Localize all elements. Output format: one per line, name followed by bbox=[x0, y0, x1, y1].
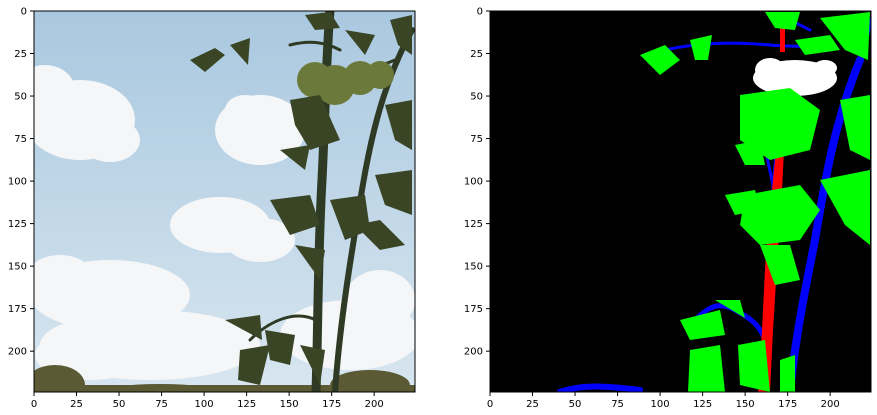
segmentation-mask-y-tick-label: 25 bbox=[470, 49, 483, 60]
mask-fruit bbox=[753, 58, 837, 96]
fruit-cluster bbox=[297, 61, 394, 105]
segmentation-mask-x-tick-label: 0 bbox=[487, 399, 493, 410]
input-image-x-tick-label: 25 bbox=[70, 399, 83, 410]
input-image-x-tick-label: 200 bbox=[365, 399, 384, 410]
input-image-x-tick-label: 150 bbox=[280, 399, 299, 410]
input-image-frame bbox=[33, 10, 416, 393]
input-image-x-tick-label: 175 bbox=[322, 399, 341, 410]
segmentation-mask-x-tick-label: 75 bbox=[611, 399, 624, 410]
input-image bbox=[34, 11, 415, 392]
input-image-x-tick-label: 75 bbox=[155, 399, 168, 410]
input-image-y-tick-label: 100 bbox=[8, 177, 27, 188]
segmentation-mask-x-tick-label: 150 bbox=[736, 399, 755, 410]
input-image-axes: 0 25 50 75 100 125 150 175 200 0 25 50 75 100 125 150 17… bbox=[8, 7, 384, 411]
segmentation-mask-y-tick-label: 150 bbox=[464, 262, 483, 273]
segmentation-mask-x-tick-label: 175 bbox=[778, 399, 797, 410]
segmentation-mask-y-tick-label: 0 bbox=[477, 7, 483, 18]
segmentation-mask bbox=[490, 11, 871, 392]
segmentation-mask-x-tick-label: 125 bbox=[693, 399, 712, 410]
segmentation-mask-x-tick-label: 100 bbox=[651, 399, 670, 410]
segmentation-mask-y-tick-label: 50 bbox=[470, 92, 483, 103]
input-image-x-tick-label: 0 bbox=[31, 399, 37, 410]
input-image-y-tick-label: 0 bbox=[21, 7, 27, 18]
input-image-panel: 0 25 50 75 100 125 150 175 200 0 25 50 75 100 125 150 17… bbox=[8, 7, 416, 411]
input-image-y-tick-label: 125 bbox=[8, 219, 27, 230]
input-image-y-tick-label: 50 bbox=[14, 92, 27, 103]
segmentation-mask-y-tick-label: 100 bbox=[464, 177, 483, 188]
segmentation-mask-x-tick-label: 200 bbox=[821, 399, 840, 410]
segmentation-mask-frame bbox=[489, 10, 872, 393]
mask-leaves bbox=[640, 12, 870, 392]
segmentation-mask-x-tick-label: 50 bbox=[569, 399, 582, 410]
segmentation-mask-axes: 0 25 50 75 100 125 150 175 200 0 25 50 75 100 125 150 17… bbox=[464, 7, 840, 411]
input-image-x-tick-label: 100 bbox=[195, 399, 214, 410]
input-image-x-tick-label: 125 bbox=[237, 399, 256, 410]
input-image-x-tick-label: 50 bbox=[113, 399, 126, 410]
input-image-y-tick-label: 175 bbox=[8, 304, 27, 315]
input-image-y-tick-label: 25 bbox=[14, 49, 27, 60]
input-image-y-tick-label: 200 bbox=[8, 347, 27, 358]
ground-vegetation bbox=[34, 365, 415, 392]
segmentation-mask-y-tick-label: 200 bbox=[464, 347, 483, 358]
input-image-y-tick-label: 75 bbox=[14, 134, 27, 145]
segmentation-mask-y-tick-label: 125 bbox=[464, 219, 483, 230]
segmentation-mask-panel: 0 25 50 75 100 125 150 175 200 0 25 50 75 100 125 150 17… bbox=[464, 7, 872, 411]
input-image-y-tick-label: 150 bbox=[8, 262, 27, 273]
segmentation-mask-y-tick-label: 75 bbox=[470, 134, 483, 145]
plant-leaves bbox=[190, 12, 412, 385]
segmentation-mask-x-tick-label: 25 bbox=[526, 399, 539, 410]
clouds bbox=[34, 65, 415, 380]
segmentation-mask-y-tick-label: 175 bbox=[464, 304, 483, 315]
